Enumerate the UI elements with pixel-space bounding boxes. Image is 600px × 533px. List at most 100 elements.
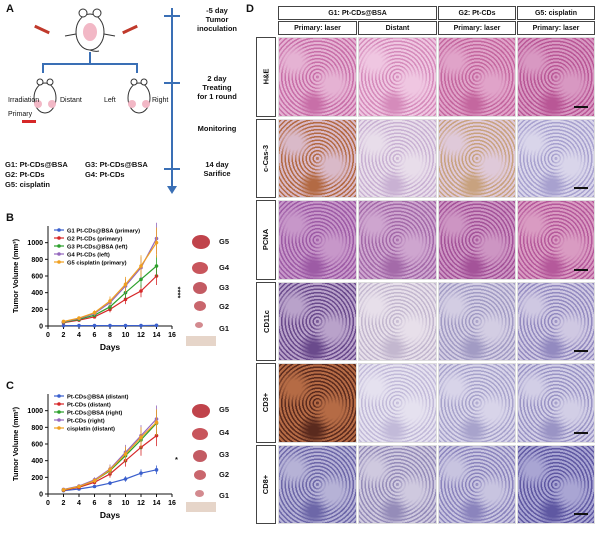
- col-head-g1: G1: Pt-CDs@BSA: [278, 6, 437, 20]
- histology-image: [517, 37, 595, 117]
- scale-bar: [574, 187, 588, 189]
- scale-bar: [574, 268, 588, 271]
- data-point: [108, 468, 112, 472]
- tumor-label-g4-c: G4: [219, 428, 230, 437]
- histology-grid: G1: Pt-CDs@BSA G2: Pt-CDs G5: cisplatin …: [256, 6, 596, 528]
- data-point: [92, 484, 97, 489]
- row-label-text: PCNA: [261, 229, 271, 251]
- data-point: [92, 310, 97, 315]
- legend-marker: [57, 236, 61, 240]
- histology-image: [517, 363, 595, 443]
- histology-image: [278, 281, 357, 361]
- x-tick-label: 8: [108, 500, 112, 507]
- data-point: [139, 471, 143, 475]
- y-axis-label: Tumor Volume (mm³): [11, 238, 20, 313]
- timeline-tick: [164, 82, 180, 84]
- chart-b: 0 2 4 6 8 10 12 14 16 0 200 400 600 800 1000 Days Tumor …: [11, 222, 176, 352]
- tree-line-left: [42, 63, 44, 73]
- data-point: [77, 484, 81, 489]
- y-tick-label: 200: [31, 475, 43, 482]
- timeline-step-4: 14 day Sarifice: [203, 160, 231, 178]
- data-point: [123, 452, 128, 456]
- mouse-left-illustration: [33, 78, 57, 114]
- data-point: [123, 297, 128, 302]
- group-g1: G1: Pt-CDs@BSA: [5, 160, 68, 169]
- sub-head-2: Distant: [358, 21, 437, 35]
- data-point: [139, 435, 143, 440]
- data-point: [92, 478, 97, 483]
- tumor-thumb-g5-b: [192, 235, 210, 249]
- tumor-thumb-g4-c: [192, 428, 208, 440]
- data-point: [77, 316, 81, 320]
- x-tick-label: 0: [46, 500, 50, 507]
- legend-marker: [57, 244, 61, 248]
- x-tick-label: 16: [168, 332, 176, 339]
- group-g3: G3: Pt-CDs@BSA: [85, 160, 148, 169]
- histology-image: [278, 200, 357, 280]
- histology-image: [358, 444, 437, 524]
- mouse-right-illustration: [127, 78, 151, 114]
- histology-image: [278, 363, 357, 443]
- data-point: [61, 323, 66, 328]
- data-point: [77, 323, 81, 328]
- histology-image: [517, 444, 595, 524]
- legend-marker: [57, 426, 61, 430]
- x-tick-label: 16: [168, 500, 176, 507]
- y-tick-label: 1000: [27, 408, 43, 415]
- row-label-text: CD11c: [261, 309, 271, 333]
- legend-label: G3 Pt-CDs@BSA (left): [67, 244, 128, 250]
- row-label-5: CD8+: [256, 444, 276, 524]
- tumor-label-g2-b: G2: [219, 302, 230, 311]
- label-primary: Primary: [8, 111, 33, 118]
- row-label-2: PCNA: [256, 200, 276, 280]
- tree-line-right: [136, 63, 138, 73]
- x-tick-label: 14: [153, 500, 161, 507]
- series-line: [63, 421, 157, 491]
- legend-label: G5 cisplatin (primary): [67, 260, 127, 266]
- timeline-tick: [164, 168, 180, 170]
- sub-head-4: Primary: laser: [517, 21, 595, 35]
- data-point: [139, 277, 143, 282]
- legend-marker: [57, 402, 61, 406]
- legend-label: G4 Pt-CDs (left): [67, 252, 110, 258]
- legend-label: cisplatin (distant): [67, 426, 115, 432]
- data-point: [123, 323, 128, 328]
- legend-marker: [57, 410, 61, 414]
- sub-head-1: Primary: laser: [278, 21, 357, 35]
- sub-head-3: Primary: laser: [438, 21, 516, 35]
- data-point: [139, 264, 143, 268]
- tumor-thumb-g2-c: [194, 470, 206, 480]
- tumor-thumb-g4-b: [192, 262, 208, 274]
- histology-image: [438, 444, 516, 524]
- histology-image: [517, 200, 595, 280]
- legend-marker: [57, 252, 61, 256]
- y-tick-label: 600: [31, 274, 43, 281]
- timeline-step-2: 2 day Treating for 1 round: [197, 74, 237, 101]
- histology-image: [438, 37, 516, 117]
- histology-image: [517, 281, 595, 361]
- tumor-label-g1-b: G1: [219, 324, 230, 333]
- x-tick-label: 2: [62, 332, 66, 339]
- scale-bar: [574, 105, 588, 108]
- x-tick-label: 10: [122, 500, 130, 507]
- tumor-label-g3-c: G3: [219, 450, 230, 459]
- legend-label: Pt-CDs (right): [67, 418, 105, 424]
- timeline-arrow-icon: [167, 186, 177, 194]
- row-label-3: CD11c: [256, 281, 276, 361]
- data-point: [108, 481, 112, 485]
- scale-bar: [574, 350, 588, 352]
- data-point: [61, 319, 66, 324]
- timeline-tick: [164, 15, 180, 17]
- tumor-thumb-g3-c: [193, 450, 207, 462]
- y-tick-label: 800: [31, 425, 43, 432]
- data-point: [123, 477, 128, 481]
- data-point: [154, 468, 159, 472]
- data-point: [139, 323, 143, 328]
- x-tick-label: 0: [46, 332, 50, 339]
- tumor-thumb-g5-c: [192, 404, 210, 418]
- row-label-text: CD3+: [261, 393, 271, 413]
- histology-image: [517, 118, 595, 198]
- y-tick-label: 1000: [27, 240, 43, 247]
- scale-bar: [574, 431, 588, 434]
- data-point: [108, 323, 112, 328]
